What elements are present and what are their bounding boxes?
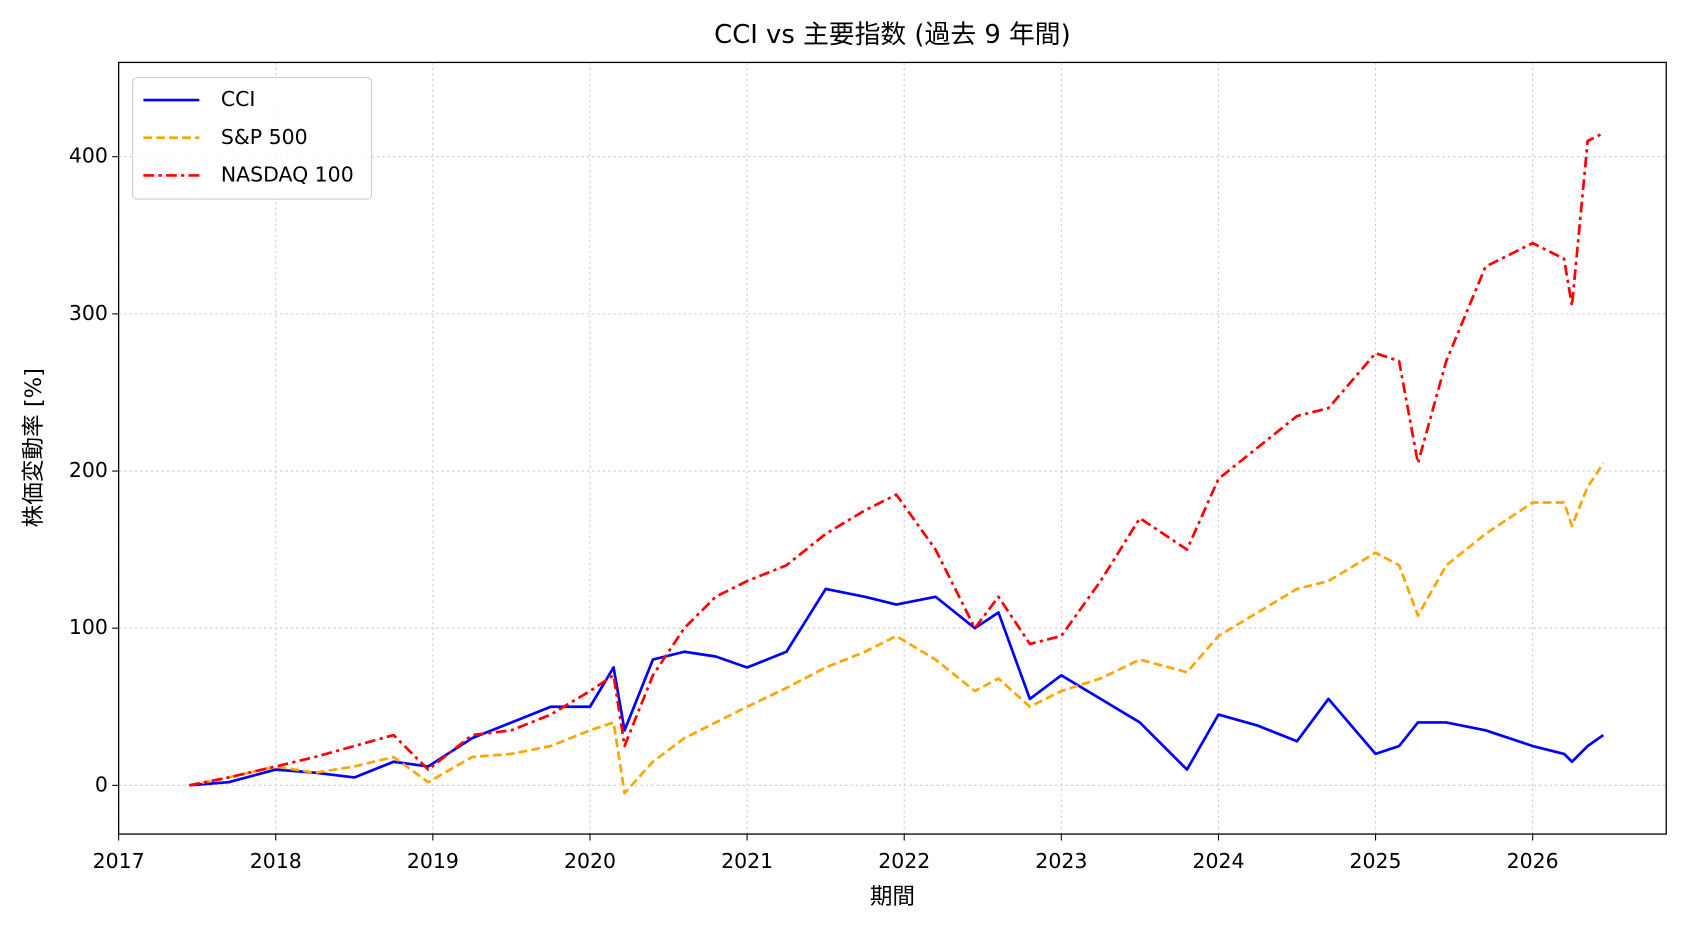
x-tick-label: 2019 (407, 849, 459, 873)
chart-title: CCI vs 主要指数 (過去 9 年間) (714, 20, 1070, 50)
y-tick-label: 100 (69, 615, 108, 639)
series-line (189, 131, 1604, 787)
plot-frame (117, 61, 1667, 835)
x-tick-label: 2024 (1192, 849, 1244, 873)
x-tick-label: 2023 (1035, 849, 1087, 873)
series-line (189, 587, 1605, 787)
x-tick-label: 2025 (1350, 849, 1402, 873)
y-tick-label: 0 (95, 772, 108, 796)
legend: CCI S&P 500 NASDAQ 100 (132, 76, 373, 200)
x-tick-label: 2022 (878, 849, 930, 873)
legend-label: NASDAQ 100 (221, 162, 354, 186)
x-tick-label: 2017 (93, 849, 145, 873)
y-tick-label: 200 (69, 458, 108, 482)
x-tick-label: 2018 (250, 849, 302, 873)
x-tick-label: 2021 (721, 849, 773, 873)
x-axis-label: 期間 (870, 884, 915, 910)
legend-box (132, 76, 373, 200)
series-line (189, 462, 1605, 795)
legend-label: S&P 500 (221, 125, 308, 149)
x-tick-label: 2020 (564, 849, 616, 873)
y-axis-label: 株価変動率 [%] (21, 368, 47, 527)
x-tick-label: 2026 (1507, 849, 1559, 873)
y-tick-label: 300 (69, 301, 108, 325)
legend-label: CCI (221, 87, 256, 111)
y-tick-label: 400 (69, 144, 108, 168)
